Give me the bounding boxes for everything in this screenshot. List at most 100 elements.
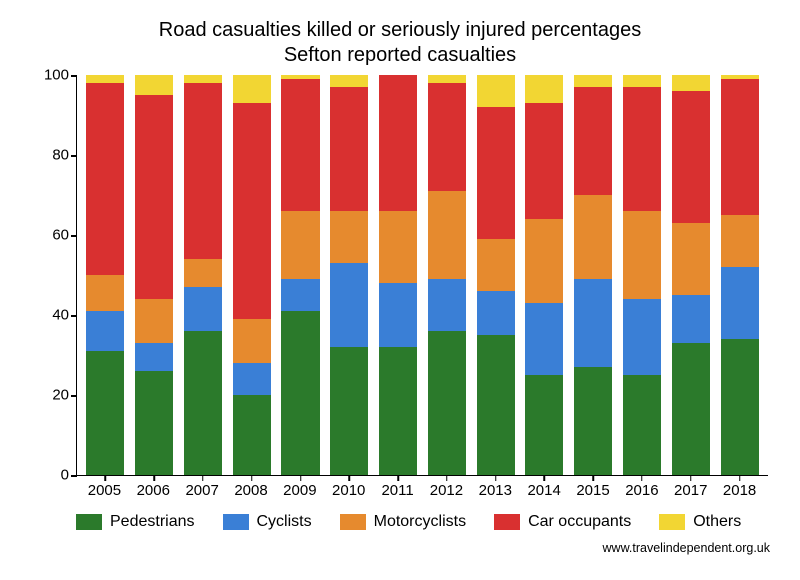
bar-segment-cyclists bbox=[623, 299, 661, 375]
bar-segment-cyclists bbox=[281, 279, 319, 311]
legend-swatch bbox=[223, 514, 249, 530]
y-tick-mark bbox=[71, 155, 77, 157]
bar-segment-car bbox=[281, 79, 319, 211]
legend-item-motorcyclists: Motorcyclists bbox=[340, 513, 466, 531]
x-tick-mark bbox=[446, 475, 448, 481]
bar-segment-motorcyclists bbox=[721, 215, 759, 267]
bar-segment-cyclists bbox=[525, 303, 563, 375]
x-axis-labels: 2005200620072008200920102011201220132014… bbox=[76, 476, 768, 499]
bar bbox=[86, 75, 124, 475]
bar-segment-others bbox=[623, 75, 661, 87]
bar-segment-car bbox=[184, 83, 222, 259]
x-tick-mark bbox=[641, 475, 643, 481]
bar-segment-pedestrians bbox=[86, 351, 124, 475]
x-tick-mark bbox=[300, 475, 302, 481]
bar-slot bbox=[471, 76, 520, 475]
legend-item-cyclists: Cyclists bbox=[223, 513, 312, 531]
legend-swatch bbox=[340, 514, 366, 530]
bar-segment-others bbox=[672, 75, 710, 91]
bar bbox=[721, 75, 759, 475]
bar-segment-others bbox=[233, 75, 271, 103]
chart-title-line2: Sefton reported casualties bbox=[28, 43, 772, 68]
bar-segment-motorcyclists bbox=[86, 275, 124, 311]
bar-segment-motorcyclists bbox=[184, 259, 222, 287]
bar-segment-cyclists bbox=[477, 291, 515, 335]
bar-segment-others bbox=[330, 75, 368, 87]
bar bbox=[379, 75, 417, 475]
x-tick-mark bbox=[592, 475, 594, 481]
bar-slot bbox=[130, 76, 179, 475]
x-axis-label: 2015 bbox=[569, 482, 618, 499]
x-axis-label: 2018 bbox=[715, 482, 764, 499]
legend-swatch bbox=[494, 514, 520, 530]
bar-segment-cyclists bbox=[233, 363, 271, 395]
bar-segment-car bbox=[623, 87, 661, 211]
legend-label: Pedestrians bbox=[110, 513, 195, 531]
bar-segment-cyclists bbox=[379, 283, 417, 347]
bar-segment-motorcyclists bbox=[672, 223, 710, 295]
bar bbox=[233, 75, 271, 475]
bar-segment-others bbox=[428, 75, 466, 83]
bar-segment-pedestrians bbox=[574, 367, 612, 475]
bar-segment-pedestrians bbox=[721, 339, 759, 475]
bar-segment-others bbox=[525, 75, 563, 103]
x-axis-label: 2011 bbox=[373, 482, 422, 499]
x-axis-label: 2012 bbox=[422, 482, 471, 499]
plot-area: 020406080100 bbox=[76, 76, 768, 476]
y-tick-mark bbox=[71, 75, 77, 77]
bar-segment-car bbox=[135, 95, 173, 299]
chart-container: Road casualties killed or seriously inju… bbox=[0, 0, 800, 580]
bar-segment-others bbox=[86, 75, 124, 83]
bar-slot bbox=[569, 76, 618, 475]
x-tick-mark bbox=[544, 475, 546, 481]
legend-item-pedestrians: Pedestrians bbox=[76, 513, 195, 531]
bar-segment-others bbox=[135, 75, 173, 95]
x-axis-label: 2005 bbox=[80, 482, 129, 499]
x-tick-mark bbox=[397, 475, 399, 481]
bar-segment-car bbox=[672, 91, 710, 223]
bar bbox=[574, 75, 612, 475]
x-axis-label: 2017 bbox=[666, 482, 715, 499]
bar bbox=[525, 75, 563, 475]
bar-segment-car bbox=[525, 103, 563, 219]
bar-slot bbox=[276, 76, 325, 475]
x-tick-mark bbox=[739, 475, 741, 481]
bar-segment-pedestrians bbox=[428, 331, 466, 475]
bar-segment-car bbox=[330, 87, 368, 211]
legend-label: Cyclists bbox=[257, 513, 312, 531]
bar-segment-cyclists bbox=[428, 279, 466, 331]
bar-segment-car bbox=[428, 83, 466, 191]
bar-segment-car bbox=[477, 107, 515, 239]
bar-segment-motorcyclists bbox=[379, 211, 417, 283]
bar-segment-motorcyclists bbox=[281, 211, 319, 279]
bar-segment-pedestrians bbox=[623, 375, 661, 475]
bar-slot bbox=[715, 76, 764, 475]
legend-item-car: Car occupants bbox=[494, 513, 631, 531]
bar bbox=[623, 75, 661, 475]
y-tick-mark bbox=[71, 235, 77, 237]
bar-slot bbox=[520, 76, 569, 475]
bar-segment-pedestrians bbox=[135, 371, 173, 475]
bar-segment-motorcyclists bbox=[233, 319, 271, 363]
x-tick-mark bbox=[202, 475, 204, 481]
bar-segment-car bbox=[379, 75, 417, 211]
legend: Pedestrians Cyclists Motorcyclists Car occu… bbox=[76, 513, 768, 531]
bar-slot bbox=[666, 76, 715, 475]
bar-segment-motorcyclists bbox=[623, 211, 661, 299]
legend-label: Motorcyclists bbox=[374, 513, 466, 531]
legend-swatch bbox=[76, 514, 102, 530]
x-tick-mark bbox=[153, 475, 155, 481]
x-axis-label: 2006 bbox=[129, 482, 178, 499]
x-axis-label: 2010 bbox=[324, 482, 373, 499]
bar-segment-pedestrians bbox=[281, 311, 319, 475]
bar-slot bbox=[227, 76, 276, 475]
bar bbox=[428, 75, 466, 475]
legend-label: Others bbox=[693, 513, 741, 531]
bar-segment-cyclists bbox=[721, 267, 759, 339]
x-tick-mark bbox=[690, 475, 692, 481]
bar-slot bbox=[422, 76, 471, 475]
bar-segment-cyclists bbox=[330, 263, 368, 347]
bar-segment-pedestrians bbox=[477, 335, 515, 475]
bar-segment-others bbox=[574, 75, 612, 87]
bar bbox=[184, 75, 222, 475]
